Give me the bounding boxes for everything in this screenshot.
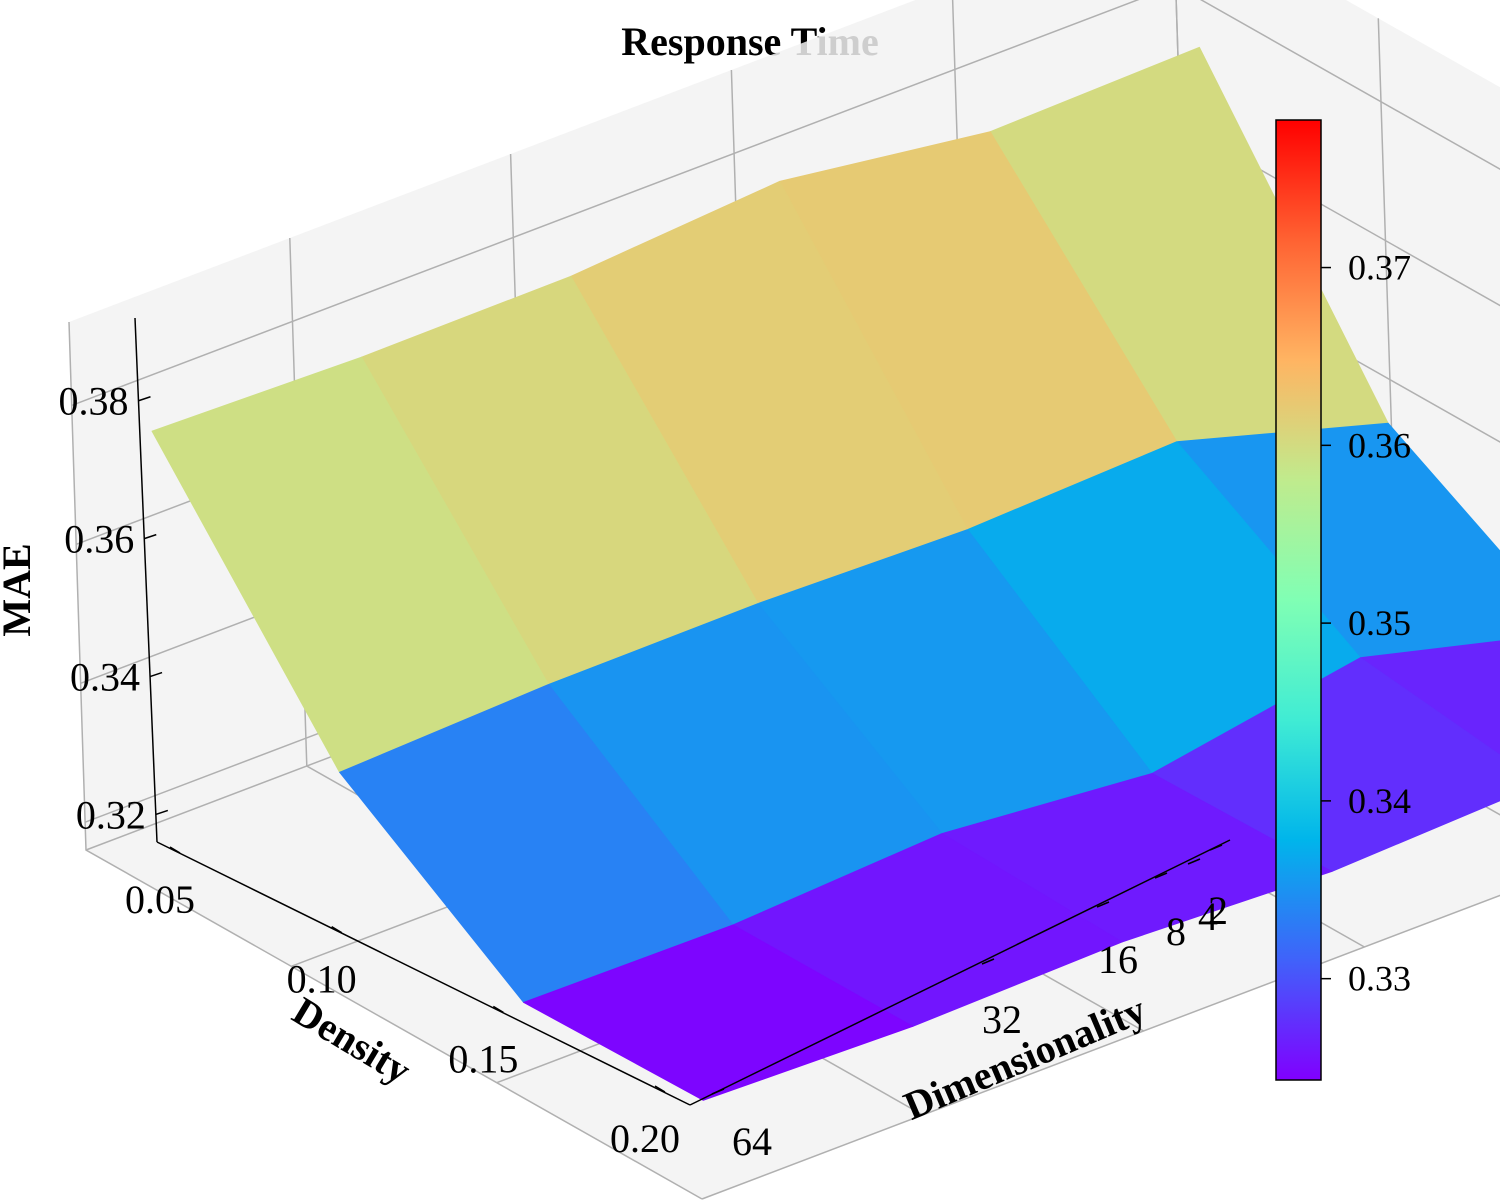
density-tick-0.10 xyxy=(331,926,343,934)
colorbar-tick-label: 0.34 xyxy=(1348,781,1411,821)
colorbar-tick-label: 0.33 xyxy=(1348,959,1411,999)
z-axis-label: MAE xyxy=(0,543,39,636)
axes-lines xyxy=(134,317,1231,1106)
density-tick-0.05 xyxy=(169,846,181,854)
dimensionality-tick-label: 4 xyxy=(1198,894,1218,939)
grid-density-0.20 xyxy=(701,894,1500,1200)
axes-ticks: 0.32 0.34 0.36 0.38 0.05 0.10 0.15 0.20 248 16 32 6… xyxy=(58,379,1228,1164)
colorbar-gradient xyxy=(1275,119,1322,1081)
dimensionality-tick-2 xyxy=(1209,844,1223,851)
dimensionality-tick-32 xyxy=(981,958,995,965)
y-axis-line xyxy=(689,839,1231,1106)
dimensionality-tick-4 xyxy=(1187,858,1201,865)
dimensionality-tick-64 xyxy=(711,1088,725,1095)
dimensionality-tick-label: 16 xyxy=(1098,937,1138,982)
z-axis-line xyxy=(134,317,158,843)
z-tick-label: 0.34 xyxy=(70,655,140,700)
z-tick-0.32 xyxy=(155,809,169,816)
surface-patch-2-0.15 xyxy=(1359,640,1500,756)
surface-patch-32-0.15 xyxy=(523,924,914,1101)
density-tick-label: 0.15 xyxy=(448,1036,518,1081)
dimensionality-tick-label: 8 xyxy=(1166,909,1186,954)
dimensionality-tick-label: 2 xyxy=(1208,888,1228,933)
dimensionality-tick-label: 64 xyxy=(732,1119,772,1164)
z-tick-0.38 xyxy=(138,396,151,402)
colorbar-tick-label: 0.35 xyxy=(1348,603,1411,643)
colorbar-tick-label: 0.37 xyxy=(1348,248,1411,288)
density-tick-label: 0.20 xyxy=(610,1116,680,1161)
x-axis-line xyxy=(156,841,691,1106)
dimensionality-tick-label: 32 xyxy=(982,997,1022,1042)
z-tick-label: 0.36 xyxy=(64,517,134,562)
z-tick-label: 0.38 xyxy=(58,379,128,424)
grid-dimensionality-64 xyxy=(68,321,703,1200)
density-tick-label: 0.10 xyxy=(287,957,357,1002)
dimensionality-tick-16 xyxy=(1096,901,1110,908)
z-tick-label: 0.32 xyxy=(76,792,146,837)
colorbar-ticks: 0.33 0.34 0.35 0.36 0.37 xyxy=(1321,248,1411,999)
z-tick-0.36 xyxy=(144,533,157,540)
colorbar: 0.33 0.34 0.35 0.36 0.37 xyxy=(1275,119,1411,1081)
density-tick-label: 0.05 xyxy=(125,877,195,922)
dimensionality-tick-8 xyxy=(1154,872,1168,879)
grid-mae-0.38 xyxy=(71,0,1500,407)
density-tick-0.15 xyxy=(492,1005,504,1013)
colorbar-tick-label: 0.36 xyxy=(1348,425,1411,465)
density-tick-0.20 xyxy=(654,1085,666,1093)
z-tick-0.34 xyxy=(149,671,163,678)
surface-plot xyxy=(151,46,1500,1101)
